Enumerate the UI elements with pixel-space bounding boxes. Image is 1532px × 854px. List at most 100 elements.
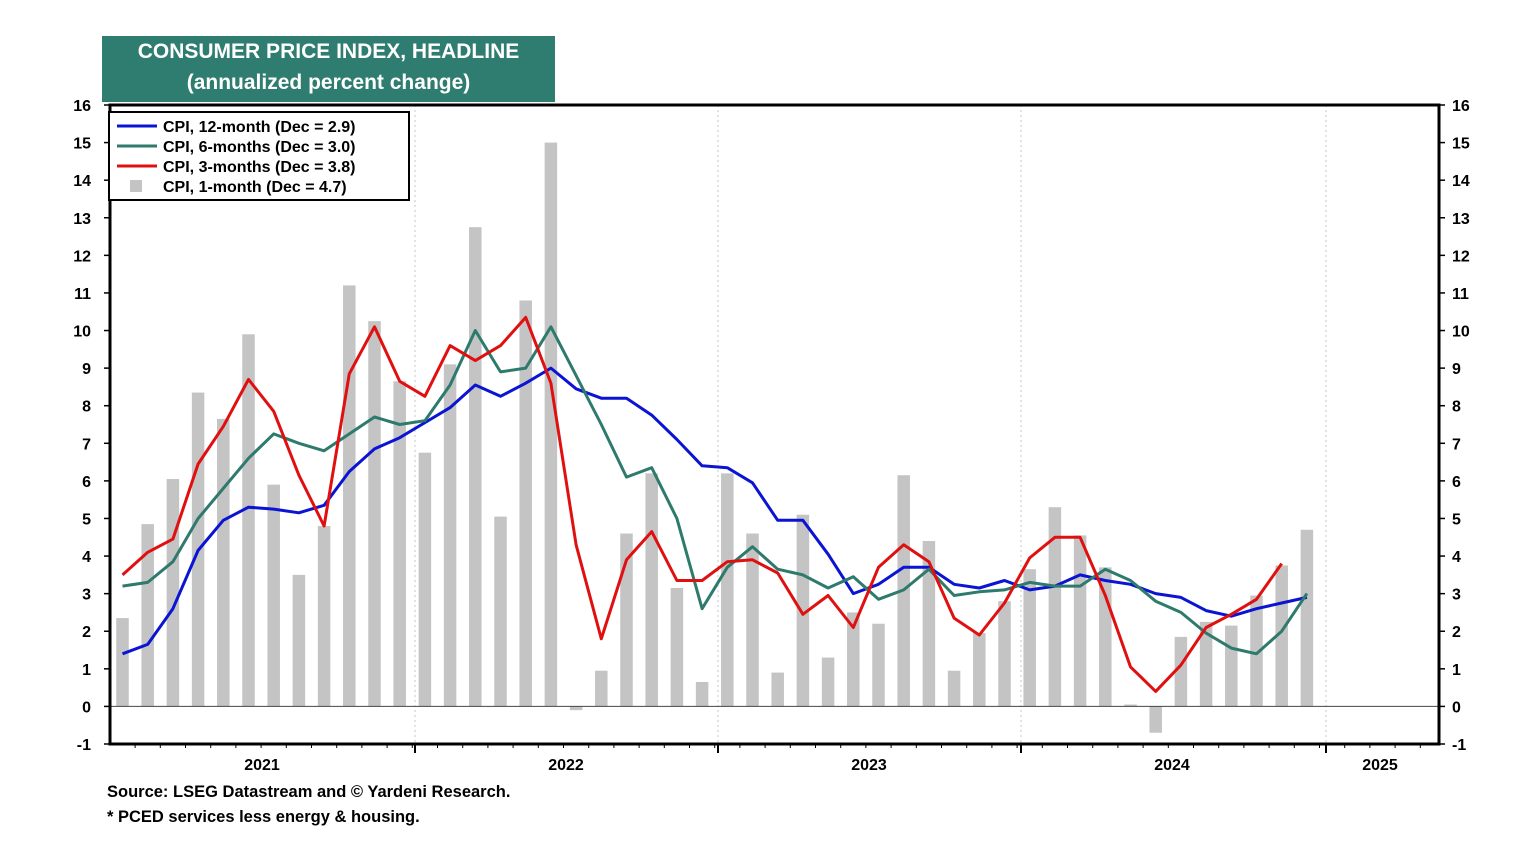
bar-1-month — [1048, 507, 1062, 707]
y-tick-label-right: 16 — [1452, 98, 1470, 115]
y-tick-label-right: 12 — [1452, 248, 1470, 265]
legend-label: CPI, 1-month (Dec = 4.7) — [163, 179, 347, 196]
footnote: * PCED services less energy & housing. — [107, 808, 420, 826]
y-tick-label-right: 6 — [1452, 474, 1461, 491]
y-tick-label-right: 5 — [1452, 511, 1461, 528]
y-tick-label-left: 4 — [82, 549, 91, 566]
y-tick-label-right: 15 — [1452, 136, 1470, 153]
bar-1-month — [116, 618, 129, 707]
y-tick-label-left: 16 — [73, 98, 91, 115]
legend: CPI, 12-month (Dec = 2.9) CPI, 6-months (… — [108, 111, 410, 201]
legend-label: CPI, 3-months (Dec = 3.8) — [163, 159, 356, 176]
bar-1-month — [620, 533, 633, 707]
bar-1-month — [242, 334, 255, 707]
bar-1-month — [922, 541, 936, 707]
bar-1-month — [695, 681, 709, 707]
legend-label: CPI, 12-month (Dec = 2.9) — [163, 119, 356, 136]
y-tick-label-left: 8 — [82, 399, 91, 416]
bar-1-month — [847, 612, 860, 707]
y-tick-label-right: 14 — [1452, 173, 1470, 190]
y-tick-label-left: 3 — [82, 587, 91, 604]
bar-1-month — [569, 706, 583, 711]
y-tick-label-left: -1 — [77, 737, 91, 754]
bar-1-month — [1275, 565, 1288, 707]
bar-1-month — [998, 601, 1011, 707]
x-year-label: 2022 — [548, 757, 584, 774]
y-tick-label-right: -1 — [1452, 737, 1466, 754]
bar-1-month — [393, 381, 406, 707]
y-tick-label-left: 0 — [82, 699, 91, 716]
x-year-label: 2021 — [244, 757, 280, 774]
bar-1-month — [141, 524, 154, 707]
bar-1-month — [872, 623, 885, 707]
y-tick-label-left: 14 — [73, 173, 91, 190]
x-year-label: 2023 — [851, 757, 887, 774]
y-tick-label-right: 13 — [1452, 211, 1470, 228]
y-tick-label-right: 2 — [1452, 624, 1461, 641]
bar-1-month — [1174, 636, 1188, 707]
x-year-label: 2025 — [1362, 757, 1398, 774]
bar-1-month — [544, 142, 558, 707]
y-tick-label-right: 4 — [1452, 549, 1461, 566]
legend-box — [108, 111, 410, 201]
y-tick-label-left: 6 — [82, 474, 91, 491]
y-tick-label-left: 9 — [82, 361, 91, 378]
y-tick-label-left: 1 — [82, 662, 91, 679]
bar-1-month — [217, 418, 230, 707]
x-year-label: 2024 — [1154, 757, 1190, 774]
bar-1-month — [670, 588, 684, 707]
y-tick-label-left: 15 — [73, 136, 91, 153]
source-note: Source: LSEG Datastream and © Yardeni Re… — [107, 783, 511, 801]
bar-1-month — [494, 516, 507, 707]
plot-frame — [108, 103, 1441, 746]
y-tick-label-left: 12 — [73, 248, 91, 265]
bar-1-month — [746, 533, 759, 707]
y-tick-label-right: 8 — [1452, 399, 1461, 416]
bar-1-month — [343, 285, 356, 707]
bar-1-month — [1250, 595, 1263, 707]
legend-label: CPI, 6-months (Dec = 3.0) — [163, 139, 356, 156]
bar-1-month — [947, 670, 961, 707]
bar-1-month — [1199, 621, 1213, 707]
bar-1-month — [317, 525, 331, 707]
bar-1-month — [595, 670, 608, 707]
series-line-m12 — [121, 366, 1308, 656]
y-tick-label-left: 10 — [73, 324, 91, 341]
grid — [414, 105, 1327, 744]
y-tick-label-right: 1 — [1452, 662, 1461, 679]
chart-title-box: CONSUMER PRICE INDEX, HEADLINE (annualiz… — [102, 36, 555, 102]
y-tick-label-right: 11 — [1452, 286, 1469, 303]
y-tick-label-right: 9 — [1452, 361, 1461, 378]
bar-1-month — [519, 300, 532, 707]
bar-1-month — [1023, 569, 1036, 707]
y-tick-label-right: 10 — [1452, 324, 1470, 341]
bar-1-month — [1300, 529, 1314, 707]
bar-1-month — [796, 514, 810, 707]
y-tick-label-left: 13 — [73, 211, 91, 228]
bar-1-month — [418, 452, 432, 707]
bar-1-month — [1073, 535, 1087, 707]
bar-1-month — [166, 479, 180, 707]
legend-swatch-1-month — [130, 180, 142, 192]
series-line-m6 — [122, 325, 1309, 656]
y-tick-label-left: 2 — [82, 624, 91, 641]
bar-1-month — [368, 321, 381, 707]
bar-1-month — [1149, 706, 1162, 733]
y-tick-label-left: 11 — [74, 286, 91, 303]
bar-1-month — [469, 227, 482, 707]
bar-1-month — [1225, 625, 1238, 707]
bar-1-month — [973, 633, 986, 707]
chart-title: CONSUMER PRICE INDEX, HEADLINE — [137, 40, 520, 63]
y-tick-label-right: 7 — [1452, 436, 1461, 453]
y-tick-label-left: 5 — [82, 511, 91, 528]
chart-subtitle: (annualized percent change) — [186, 71, 471, 94]
series-lines — [121, 315, 1309, 693]
bar-1-month — [443, 364, 457, 707]
y-tick-label-left: 7 — [82, 436, 91, 453]
bar-1-month — [771, 672, 784, 707]
bar-1-month — [721, 473, 734, 707]
bar-1-month — [1124, 704, 1137, 707]
bar-1-month — [267, 484, 280, 707]
